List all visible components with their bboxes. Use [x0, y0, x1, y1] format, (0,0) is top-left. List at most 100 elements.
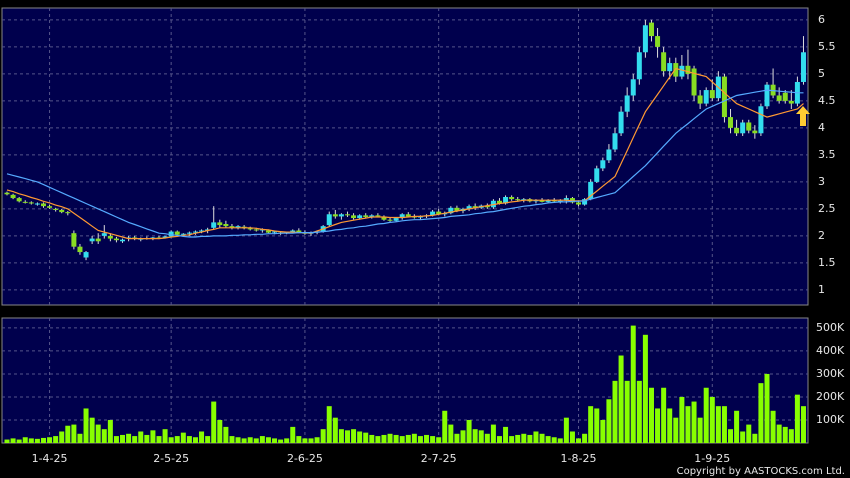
volume-bar [685, 406, 691, 443]
volume-bar [65, 425, 71, 443]
volume-bar [588, 406, 594, 443]
x-tick-label: 1-4-25 [32, 452, 68, 465]
volume-bar [71, 424, 77, 443]
volume-bar [557, 438, 563, 443]
candle-body [272, 231, 278, 233]
y-tick-label: 1 [818, 283, 825, 296]
volume-bar [53, 436, 59, 443]
candle-body [363, 215, 369, 217]
volume-bar [10, 438, 16, 443]
candle-body [539, 200, 545, 202]
volume-bar [101, 429, 107, 443]
candle-body [740, 122, 746, 134]
candle-body [381, 216, 387, 220]
volume-bar [624, 380, 630, 443]
volume-bar [363, 432, 369, 443]
candle-body [120, 239, 126, 242]
volume-bar [460, 430, 466, 443]
candle-body [235, 226, 241, 228]
volume-bar [752, 433, 758, 443]
candle-body [387, 219, 393, 221]
volume-bar [667, 408, 673, 443]
volume-bar [661, 387, 667, 443]
volume-bar [22, 437, 28, 443]
volume-bar [764, 373, 770, 443]
volume-bar [308, 438, 314, 443]
candle-body [776, 95, 782, 101]
candle-body [758, 106, 764, 134]
candle-body [612, 133, 618, 150]
y-tick-label: 5 [818, 67, 825, 80]
volume-bar [442, 410, 448, 443]
candle-body [4, 192, 10, 195]
volume-bar [156, 436, 162, 443]
volume-bar [454, 433, 460, 443]
volume-bar [77, 433, 83, 443]
volume-bar [89, 417, 95, 443]
volume-bar [314, 437, 320, 443]
candle-body [65, 212, 71, 214]
volume-bar [655, 408, 661, 443]
volume-bar [16, 439, 22, 443]
candle-body [199, 230, 205, 232]
candle-body [800, 52, 806, 82]
volume-bar [679, 396, 685, 443]
candle-body [332, 214, 338, 217]
candle-body [679, 65, 685, 77]
volume-bar [284, 438, 290, 443]
candle-body [655, 36, 661, 47]
volume-bar [217, 419, 223, 443]
candle-body [721, 76, 727, 118]
candle-body [344, 214, 350, 216]
volume-bar [332, 417, 338, 443]
candle-body [393, 218, 399, 221]
candle-body [606, 149, 612, 161]
volume-bar [758, 383, 764, 443]
volume-bar [709, 396, 715, 443]
volume-bar [247, 437, 253, 443]
volume-bar [466, 419, 472, 443]
volume-bar [545, 436, 551, 443]
volume-bar [630, 325, 636, 443]
candle-body [515, 199, 521, 201]
candle-body [217, 222, 223, 226]
candle-body [448, 207, 454, 214]
candle-body [77, 246, 83, 253]
y-tick-label: 500K [816, 321, 845, 334]
candle-body [557, 200, 563, 202]
volume-bar [357, 431, 363, 443]
candle-body [576, 202, 582, 205]
volume-bar [168, 437, 174, 443]
volume-bar [472, 429, 478, 443]
candle-body [752, 130, 758, 134]
volume-bar [673, 417, 679, 443]
volume-bar [448, 424, 454, 443]
candle-body [16, 198, 22, 202]
volume-bar [515, 434, 521, 443]
volume-bar [417, 436, 423, 443]
volume-bar [272, 438, 278, 443]
candle-body [47, 206, 53, 208]
volume-bar [527, 434, 533, 443]
candle-body [211, 222, 217, 228]
candle-body [162, 236, 168, 239]
x-tick-label: 1-8-25 [561, 452, 597, 465]
x-tick-label: 2-6-25 [287, 452, 323, 465]
volume-bar [746, 424, 752, 443]
volume-bar [728, 429, 734, 443]
candle-body [40, 203, 46, 207]
candle-body [503, 197, 509, 204]
candle-body [113, 238, 119, 241]
volume-bar [503, 426, 509, 443]
volume-bar [40, 437, 46, 443]
volume-bar [533, 431, 539, 443]
volume-bar [34, 438, 40, 443]
volume-bar [344, 430, 350, 443]
candle-body [788, 100, 794, 104]
candle-body [436, 211, 442, 215]
volume-bar [782, 426, 788, 443]
candle-body [22, 201, 28, 203]
candle-body [101, 233, 107, 236]
candle-body [728, 117, 734, 128]
volume-bar [740, 431, 746, 443]
